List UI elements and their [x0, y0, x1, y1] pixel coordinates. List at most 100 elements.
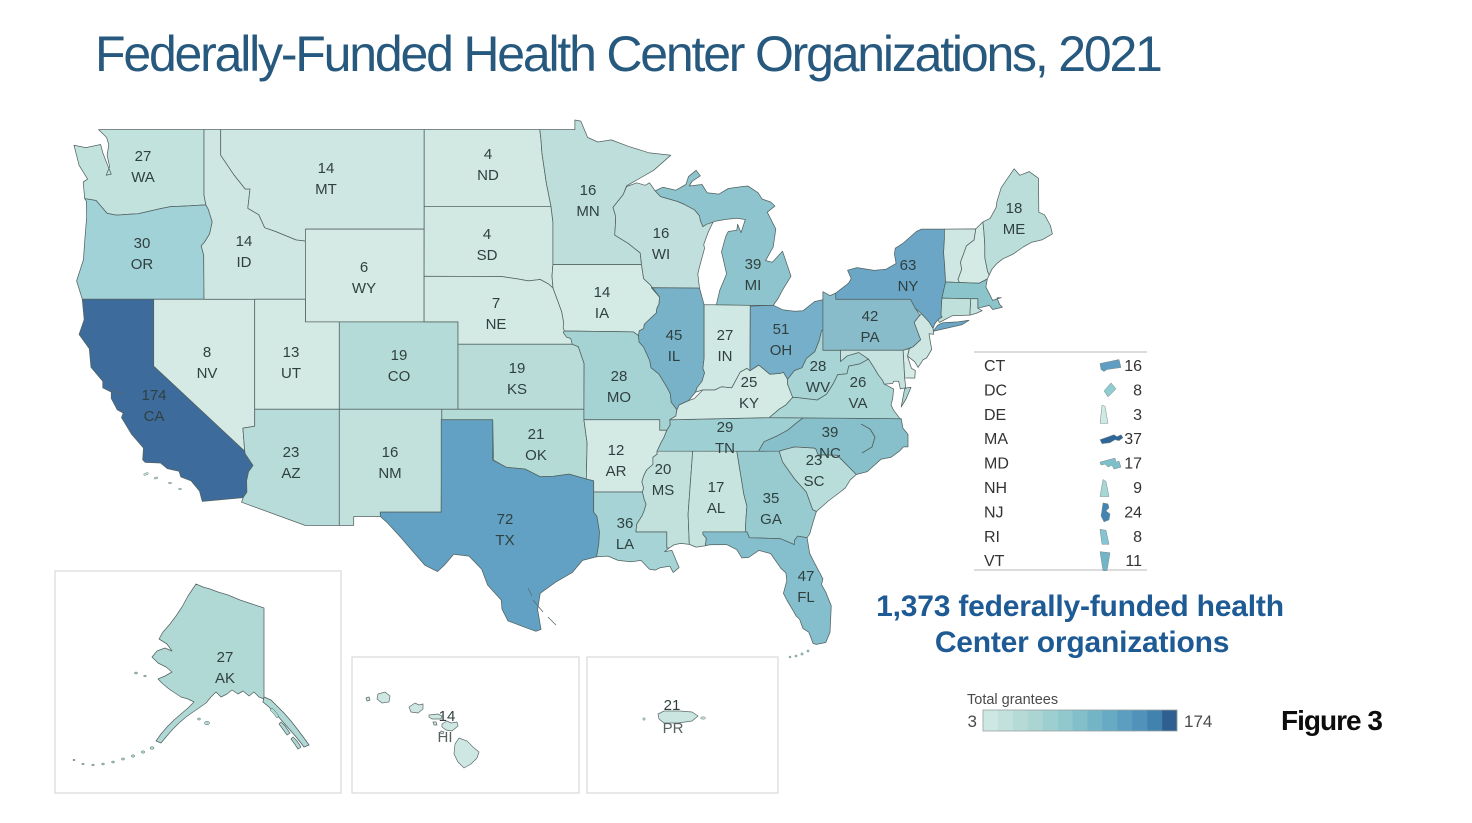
- svg-text:16: 16: [382, 444, 399, 461]
- svg-text:19: 19: [509, 360, 526, 377]
- svg-text:MA: MA: [984, 431, 1008, 448]
- svg-text:MS: MS: [652, 482, 675, 499]
- svg-text:8: 8: [1133, 529, 1142, 546]
- svg-text:3: 3: [968, 712, 977, 731]
- svg-text:36: 36: [617, 515, 634, 532]
- svg-text:8: 8: [203, 344, 211, 361]
- svg-text:Federally-Funded Health Center: Federally-Funded Health Center Organizat…: [95, 26, 1161, 82]
- svg-text:PR: PR: [663, 720, 684, 737]
- svg-text:NC: NC: [819, 445, 841, 462]
- svg-text:MN: MN: [576, 203, 599, 220]
- svg-text:23: 23: [283, 444, 300, 461]
- svg-text:DC: DC: [984, 382, 1007, 399]
- svg-text:63: 63: [900, 257, 917, 274]
- svg-text:ND: ND: [477, 167, 499, 184]
- svg-text:Total grantees: Total grantees: [967, 692, 1058, 708]
- svg-text:14: 14: [318, 160, 335, 177]
- svg-text:20: 20: [655, 461, 672, 478]
- svg-text:VA: VA: [849, 395, 868, 412]
- svg-text:23: 23: [806, 452, 823, 469]
- svg-text:14: 14: [236, 233, 253, 250]
- svg-text:24: 24: [1124, 504, 1142, 521]
- svg-text:25: 25: [741, 374, 758, 391]
- svg-text:4: 4: [484, 146, 492, 163]
- svg-text:8: 8: [1133, 382, 1142, 399]
- svg-text:KS: KS: [507, 381, 527, 398]
- svg-text:AZ: AZ: [281, 465, 300, 482]
- svg-text:39: 39: [745, 256, 762, 273]
- svg-text:3: 3: [1133, 407, 1142, 424]
- svg-text:16: 16: [653, 225, 670, 242]
- svg-text:OR: OR: [131, 256, 154, 273]
- svg-text:4: 4: [483, 226, 491, 243]
- svg-text:39: 39: [822, 424, 839, 441]
- svg-text:OK: OK: [525, 447, 547, 464]
- svg-text:MT: MT: [315, 181, 337, 198]
- svg-text:IL: IL: [668, 348, 681, 365]
- svg-text:WI: WI: [652, 246, 670, 263]
- svg-text:9: 9: [1133, 480, 1142, 497]
- svg-text:MD: MD: [984, 456, 1009, 473]
- svg-text:14: 14: [439, 708, 456, 725]
- svg-text:28: 28: [611, 368, 628, 385]
- svg-text:CA: CA: [144, 408, 165, 425]
- svg-text:AL: AL: [707, 500, 725, 517]
- svg-text:RI: RI: [984, 529, 1000, 546]
- svg-text:PA: PA: [861, 329, 880, 346]
- svg-text:1,373 federally-funded health: 1,373 federally-funded health: [876, 590, 1284, 623]
- svg-text:NV: NV: [197, 365, 218, 382]
- svg-text:30: 30: [134, 235, 151, 252]
- svg-text:CT: CT: [984, 358, 1006, 375]
- svg-text:SD: SD: [477, 247, 498, 264]
- svg-text:WV: WV: [806, 379, 830, 396]
- svg-text:TN: TN: [715, 440, 735, 457]
- svg-text:LA: LA: [616, 536, 634, 553]
- svg-text:MI: MI: [745, 277, 762, 294]
- svg-text:SC: SC: [804, 473, 825, 490]
- svg-text:NJ: NJ: [984, 504, 1004, 521]
- svg-text:IN: IN: [718, 348, 733, 365]
- svg-text:ID: ID: [237, 254, 252, 271]
- svg-text:IA: IA: [595, 305, 609, 322]
- svg-text:CO: CO: [388, 368, 411, 385]
- svg-text:FL: FL: [797, 589, 815, 606]
- svg-text:GA: GA: [760, 511, 782, 528]
- svg-text:Center organizations: Center organizations: [935, 626, 1229, 659]
- svg-text:14: 14: [594, 284, 611, 301]
- svg-text:37: 37: [1124, 431, 1142, 448]
- svg-text:29: 29: [717, 419, 734, 436]
- svg-text:27: 27: [217, 649, 234, 666]
- svg-text:42: 42: [862, 308, 879, 325]
- svg-text:11: 11: [1125, 553, 1142, 570]
- svg-text:18: 18: [1006, 200, 1023, 217]
- svg-text:7: 7: [492, 295, 500, 312]
- svg-text:TX: TX: [495, 532, 514, 549]
- svg-text:WA: WA: [131, 169, 155, 186]
- svg-text:WY: WY: [352, 280, 376, 297]
- svg-text:NY: NY: [898, 278, 919, 295]
- svg-text:KY: KY: [739, 395, 759, 412]
- svg-text:174: 174: [1184, 712, 1212, 731]
- svg-text:AR: AR: [606, 463, 627, 480]
- svg-text:MO: MO: [607, 389, 631, 406]
- svg-text:ME: ME: [1003, 221, 1026, 238]
- svg-text:16: 16: [1124, 358, 1142, 375]
- svg-text:AK: AK: [215, 670, 235, 687]
- svg-text:27: 27: [717, 327, 734, 344]
- svg-text:35: 35: [763, 490, 780, 507]
- svg-text:17: 17: [708, 479, 725, 496]
- svg-text:NM: NM: [378, 465, 401, 482]
- svg-text:DE: DE: [984, 407, 1006, 424]
- svg-text:21: 21: [528, 426, 545, 443]
- svg-text:HI: HI: [438, 729, 453, 746]
- svg-text:174: 174: [141, 387, 166, 404]
- svg-text:26: 26: [850, 374, 867, 391]
- svg-text:16: 16: [580, 182, 597, 199]
- svg-text:13: 13: [283, 344, 300, 361]
- svg-text:NH: NH: [984, 480, 1007, 497]
- svg-text:27: 27: [135, 148, 152, 165]
- svg-text:47: 47: [798, 568, 815, 585]
- svg-text:28: 28: [810, 358, 827, 375]
- svg-text:45: 45: [666, 327, 683, 344]
- svg-text:12: 12: [608, 442, 625, 459]
